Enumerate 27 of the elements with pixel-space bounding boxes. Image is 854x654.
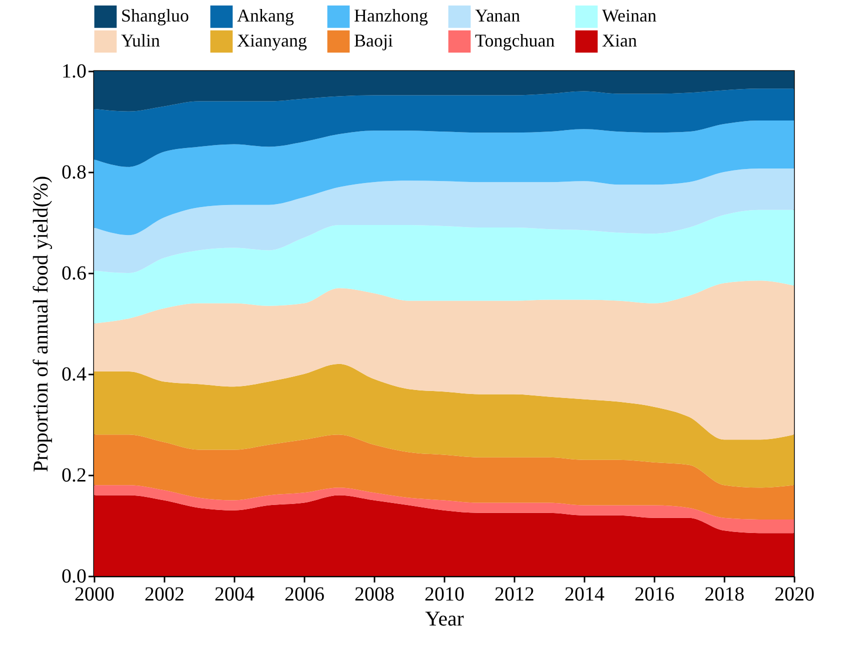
- legend-label: Xian: [602, 30, 637, 50]
- x-tick-label: 2014: [564, 584, 604, 606]
- x-tick-label: 2012: [494, 584, 534, 606]
- legend-label: Ankang: [237, 6, 294, 26]
- y-tick-label: 0.6: [62, 262, 86, 284]
- x-tick-label: 2006: [284, 584, 324, 606]
- x-tick-label: 2004: [214, 584, 254, 606]
- x-tick-label: 2010: [424, 584, 464, 606]
- y-tick-label: 0.4: [62, 364, 86, 386]
- y-tick-label: 0.2: [62, 464, 86, 486]
- x-tick-label: 2002: [144, 584, 184, 606]
- x-tick-label: 2020: [774, 584, 814, 606]
- y-tick-label: 1.0: [62, 60, 86, 82]
- legend-label: Tongchuan: [475, 30, 555, 50]
- y-axis-title: Proportion of annual food yield(%): [28, 176, 52, 472]
- x-tick-label: 2016: [634, 584, 674, 606]
- legend-label: Hanzhong: [354, 6, 428, 26]
- legend-label: Yanan: [475, 6, 520, 26]
- legend-label: Yulin: [121, 30, 160, 50]
- legend-label: Weinan: [602, 6, 657, 26]
- legend-label: Xianyang: [237, 30, 307, 50]
- legend-label: Baoji: [354, 30, 393, 50]
- y-tick-label: 0.8: [62, 162, 86, 184]
- x-axis-title: Year: [425, 606, 464, 630]
- x-tick-label: 2008: [354, 584, 394, 606]
- x-tick-label: 2018: [704, 584, 744, 606]
- legend-label: Shangluo: [121, 6, 190, 26]
